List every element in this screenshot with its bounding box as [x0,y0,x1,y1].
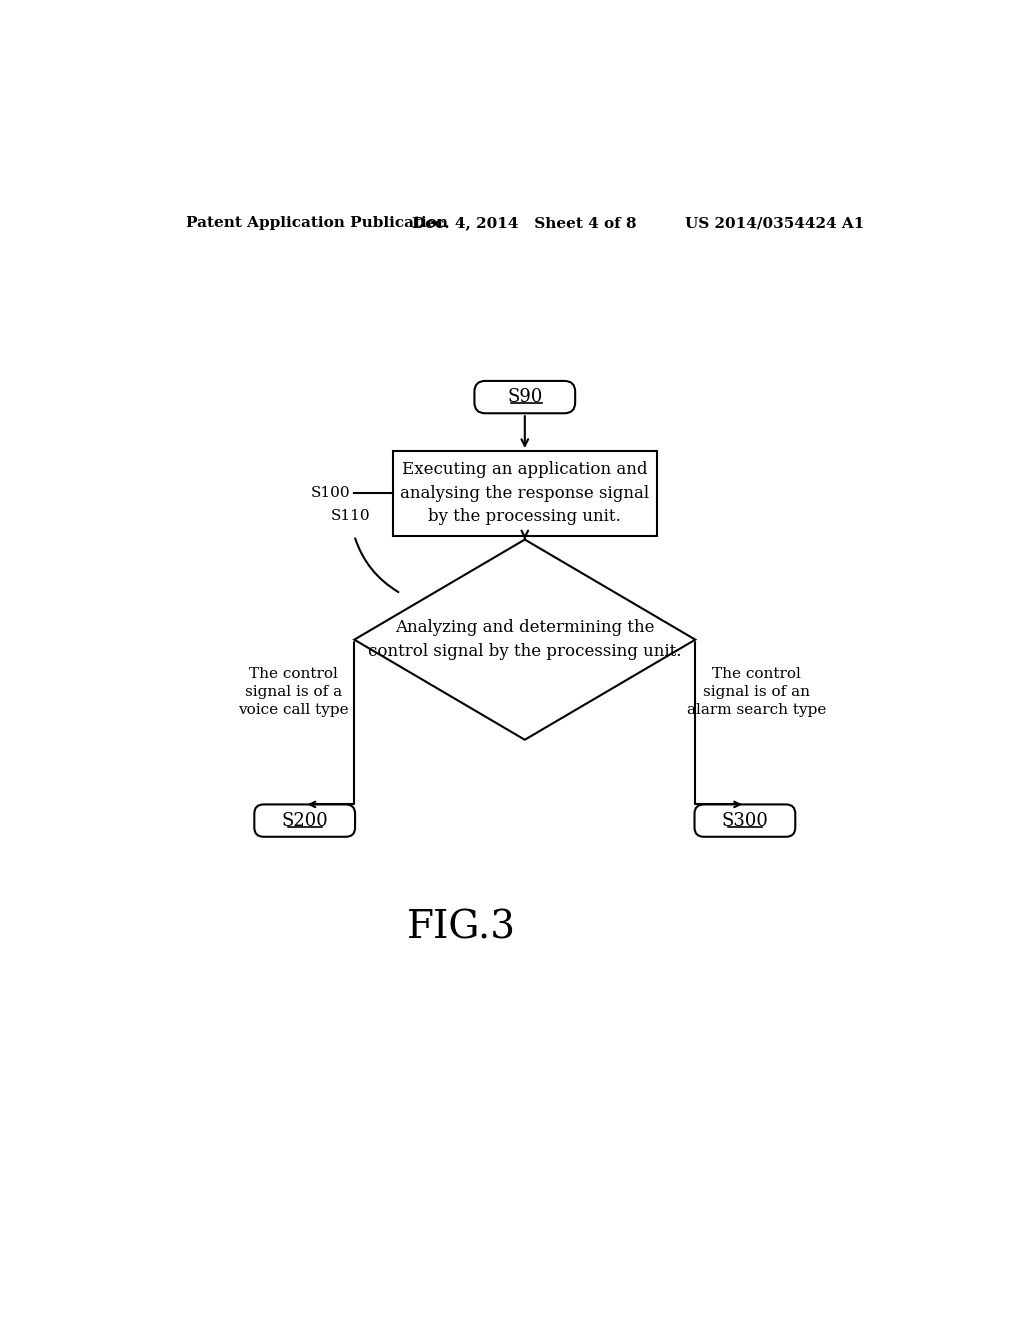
Text: Patent Application Publication: Patent Application Publication [186,216,449,230]
Bar [393,451,656,536]
Text: Analyzing and determining the
control signal by the processing unit.: Analyzing and determining the control si… [368,619,682,660]
Text: Executing an application and
analysing the response signal
by the processing uni: Executing an application and analysing t… [400,462,649,525]
Text: US 2014/0354424 A1: US 2014/0354424 A1 [685,216,864,230]
Text: S300: S300 [722,812,768,829]
Text: Dec. 4, 2014   Sheet 4 of 8: Dec. 4, 2014 Sheet 4 of 8 [413,216,637,230]
Text: S100: S100 [311,486,350,500]
Polygon shape [354,540,695,739]
FancyBboxPatch shape [694,804,796,837]
Text: The control
signal is of a
voice call type: The control signal is of a voice call ty… [238,667,348,717]
Text: S90: S90 [507,388,543,407]
Text: FIG.3: FIG.3 [407,909,516,946]
FancyBboxPatch shape [254,804,355,837]
FancyBboxPatch shape [474,381,575,413]
Text: S110: S110 [331,508,371,523]
Text: S200: S200 [282,812,328,829]
Text: The control
signal is of an
alarm search type: The control signal is of an alarm search… [687,667,826,717]
